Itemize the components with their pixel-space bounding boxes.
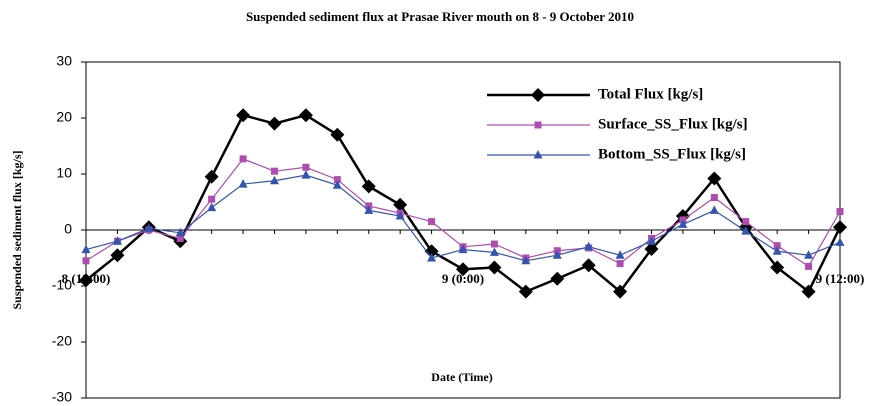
point (82, 257, 90, 265)
point (518, 284, 533, 299)
point (208, 195, 216, 203)
point (424, 244, 439, 259)
legend-label: Surface_SS_Flux [kg/s] (598, 116, 748, 132)
point (364, 205, 374, 214)
legend-label: Total Flux [kg/s] (598, 86, 703, 102)
point (533, 150, 543, 159)
point (393, 197, 408, 212)
point (531, 88, 545, 102)
y-tick-label: 30 (56, 53, 72, 69)
point (770, 260, 785, 275)
point (301, 170, 311, 179)
y-tick-label: 20 (56, 109, 72, 125)
point (427, 253, 437, 262)
point (742, 218, 750, 226)
point (176, 234, 184, 242)
y-tick-label: -30 (52, 389, 72, 405)
x-tick-label: 9 (12:00) (816, 271, 865, 286)
point (552, 250, 562, 259)
point (833, 220, 847, 235)
point (270, 175, 279, 185)
point (613, 284, 628, 299)
point (836, 208, 844, 216)
point (271, 167, 278, 175)
point (238, 179, 248, 188)
x-tick-label: 9 (0:00) (442, 271, 484, 286)
point (707, 171, 722, 186)
point (112, 236, 122, 245)
point (710, 194, 718, 202)
point (207, 202, 217, 212)
point (741, 226, 751, 235)
point (772, 246, 782, 255)
y-tick-label: -20 (52, 333, 72, 349)
y-tick-label: -10 (52, 277, 72, 293)
point (79, 273, 93, 288)
point (835, 237, 845, 246)
chart-title: Suspended sediment flux at Prasae River … (246, 9, 634, 24)
point (584, 241, 594, 251)
point (144, 223, 154, 232)
point (678, 219, 688, 228)
y-axis-label: Suspended sediment flux [kg/s] (10, 150, 24, 309)
point (204, 169, 219, 184)
point (550, 271, 565, 286)
point (330, 127, 345, 142)
point (616, 260, 624, 268)
point (333, 176, 341, 184)
point (332, 180, 342, 189)
point (615, 250, 625, 259)
point (267, 116, 282, 131)
point (302, 163, 310, 171)
point (175, 227, 185, 237)
point (805, 262, 813, 270)
point (239, 155, 247, 163)
point (581, 258, 596, 273)
point (489, 247, 499, 256)
point (801, 284, 816, 299)
point (110, 248, 125, 263)
point (709, 205, 719, 214)
point (298, 108, 313, 123)
point (804, 250, 814, 259)
point (487, 260, 502, 275)
point (81, 244, 91, 254)
y-tick-label: 0 (64, 221, 72, 237)
legend-label: Bottom_SS_Flux [kg/s] (598, 146, 746, 162)
point (647, 236, 656, 245)
point (456, 262, 470, 277)
point (534, 121, 542, 129)
y-tick-label: 10 (56, 165, 72, 181)
point (490, 240, 498, 248)
point (395, 211, 405, 220)
point (773, 242, 781, 250)
point (644, 242, 659, 257)
point (428, 218, 436, 226)
point (521, 255, 531, 265)
point (236, 108, 251, 123)
x-axis-label: Date (Time) (431, 370, 492, 384)
point (458, 244, 468, 254)
point (361, 179, 376, 194)
